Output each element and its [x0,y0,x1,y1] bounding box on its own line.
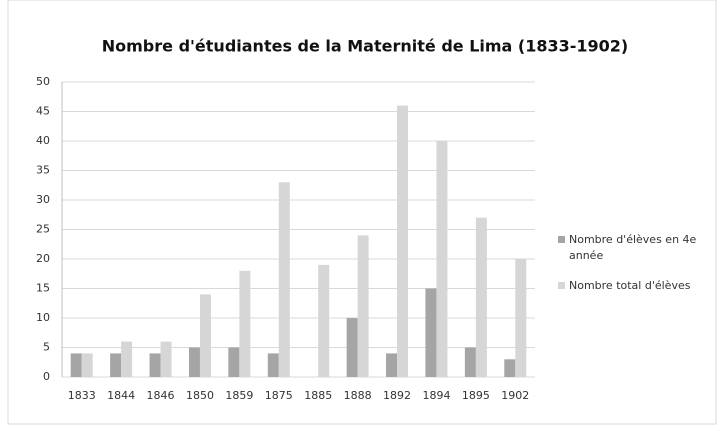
x-tick-label: 1844 [107,389,135,402]
y-tick-label: 10 [36,311,50,324]
legend-item: Nombre total d'élèves [558,278,708,294]
bar [149,353,161,377]
bar [464,347,476,377]
y-tick-label: 45 [36,105,50,118]
bar [110,353,122,377]
bar [397,105,409,377]
x-tick-label: 1833 [68,389,96,402]
y-tick-label: 30 [36,193,50,206]
x-tick-label: 1885 [304,389,332,402]
legend-label: Nombre d'élèves en 4e année [569,233,697,262]
bar [121,341,133,377]
bar [81,353,93,377]
y-tick-label: 20 [36,252,50,265]
y-tick-label: 0 [43,370,50,383]
y-tick-label: 25 [36,223,50,236]
bar [199,294,211,377]
legend-swatch [558,236,565,243]
legend: Nombre d'élèves en 4e année Nombre total … [558,232,708,308]
chart-title: Nombre d'étudiantes de la Maternité de L… [102,37,628,56]
chart-border [7,0,717,425]
bar [515,259,527,377]
legend-item: Nombre d'élèves en 4e année [558,232,708,264]
bar [386,353,398,377]
bar [70,353,82,377]
bar [267,353,279,377]
bar [425,288,437,377]
x-tick-label: 1850 [186,389,214,402]
x-tick-label: 1895 [462,389,490,402]
y-tick-label: 40 [36,134,50,147]
bar [318,264,330,377]
x-tick-label: 1894 [422,389,450,402]
bar [475,217,487,377]
bar [239,270,251,377]
y-tick-label: 35 [36,164,50,177]
bar [357,235,369,377]
bar [436,141,448,377]
x-tick-label: 1888 [344,389,372,402]
bar [278,182,290,377]
bar [160,341,172,377]
bar [346,318,358,377]
y-tick-label: 5 [43,341,50,354]
x-tick-label: 1859 [225,389,253,402]
y-tick-label: 15 [36,282,50,295]
x-tick-label: 1846 [147,389,175,402]
legend-swatch [558,282,565,289]
x-tick-label: 1892 [383,389,411,402]
bar [188,347,200,377]
bar [504,359,516,377]
bar [228,347,240,377]
x-tick-label: 1875 [265,389,293,402]
x-tick-label: 1902 [501,389,529,402]
legend-label: Nombre total d'élèves [569,279,691,292]
y-tick-label: 50 [36,75,50,88]
